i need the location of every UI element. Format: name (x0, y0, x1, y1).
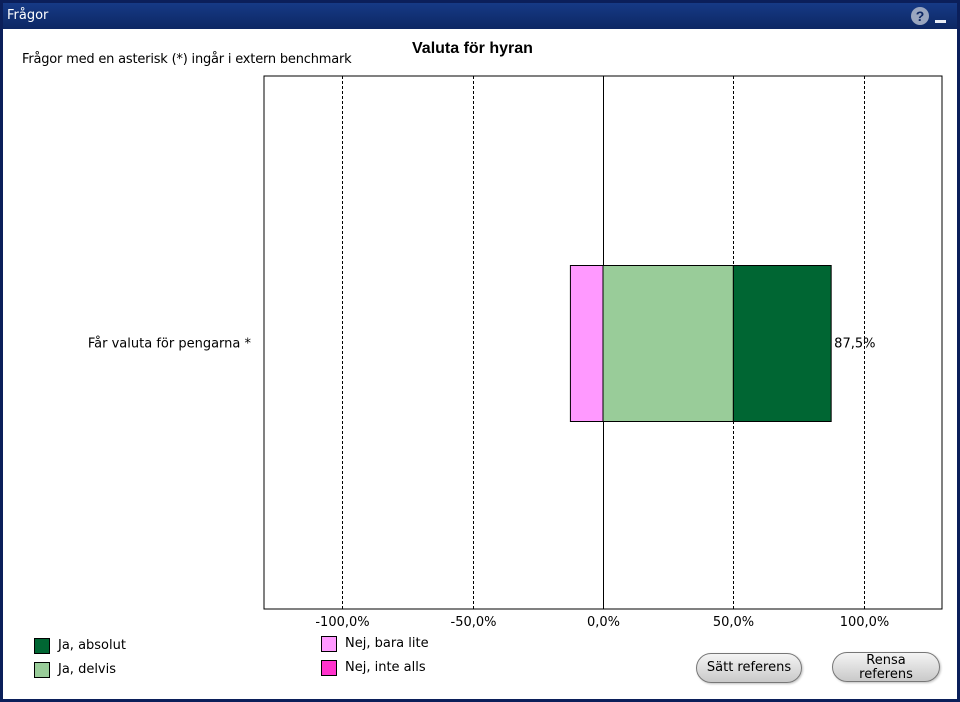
legend-swatch (321, 660, 337, 676)
bar-value-label: 87,5% (834, 337, 875, 352)
x-tick-label: 0,0% (587, 615, 620, 630)
x-tick-label: 50,0% (713, 615, 754, 630)
bar-ja-absolut (732, 265, 832, 422)
legend-swatch (34, 662, 50, 678)
window-title: Frågor (7, 8, 49, 23)
x-tick-label: 100,0% (840, 615, 890, 630)
legend-label: Ja, delvis (58, 662, 117, 677)
asterisk-note: Frågor med en asterisk (*) ingår i exter… (22, 52, 352, 67)
bar-ja-delvis (602, 265, 734, 422)
legend-label: Ja, absolut (58, 638, 126, 653)
stacked-bar-chart: -100,0% -50,0% 0,0% 50,0% 100,0% Får valuta f… (88, 75, 943, 630)
legend-label: Nej, inte alls (345, 660, 426, 675)
x-tick-label: -100,0% (315, 615, 369, 630)
legend-swatch (321, 636, 337, 652)
window-titlebar: Frågor ? (3, 3, 957, 29)
category-label: Får valuta för pengarna * (88, 337, 252, 352)
minimize-icon[interactable] (935, 20, 946, 23)
clear-reference-button[interactable]: Rensa referens (832, 652, 940, 682)
chart-title: Valuta för hyran (412, 40, 533, 57)
set-reference-button[interactable]: Sätt referens (696, 653, 802, 683)
bar-nej-bara-lite (569, 265, 604, 422)
help-icon[interactable]: ? (911, 7, 929, 25)
legend-label: Nej, bara lite (345, 636, 429, 651)
legend-swatch (34, 638, 50, 654)
x-tick-label: -50,0% (451, 615, 497, 630)
